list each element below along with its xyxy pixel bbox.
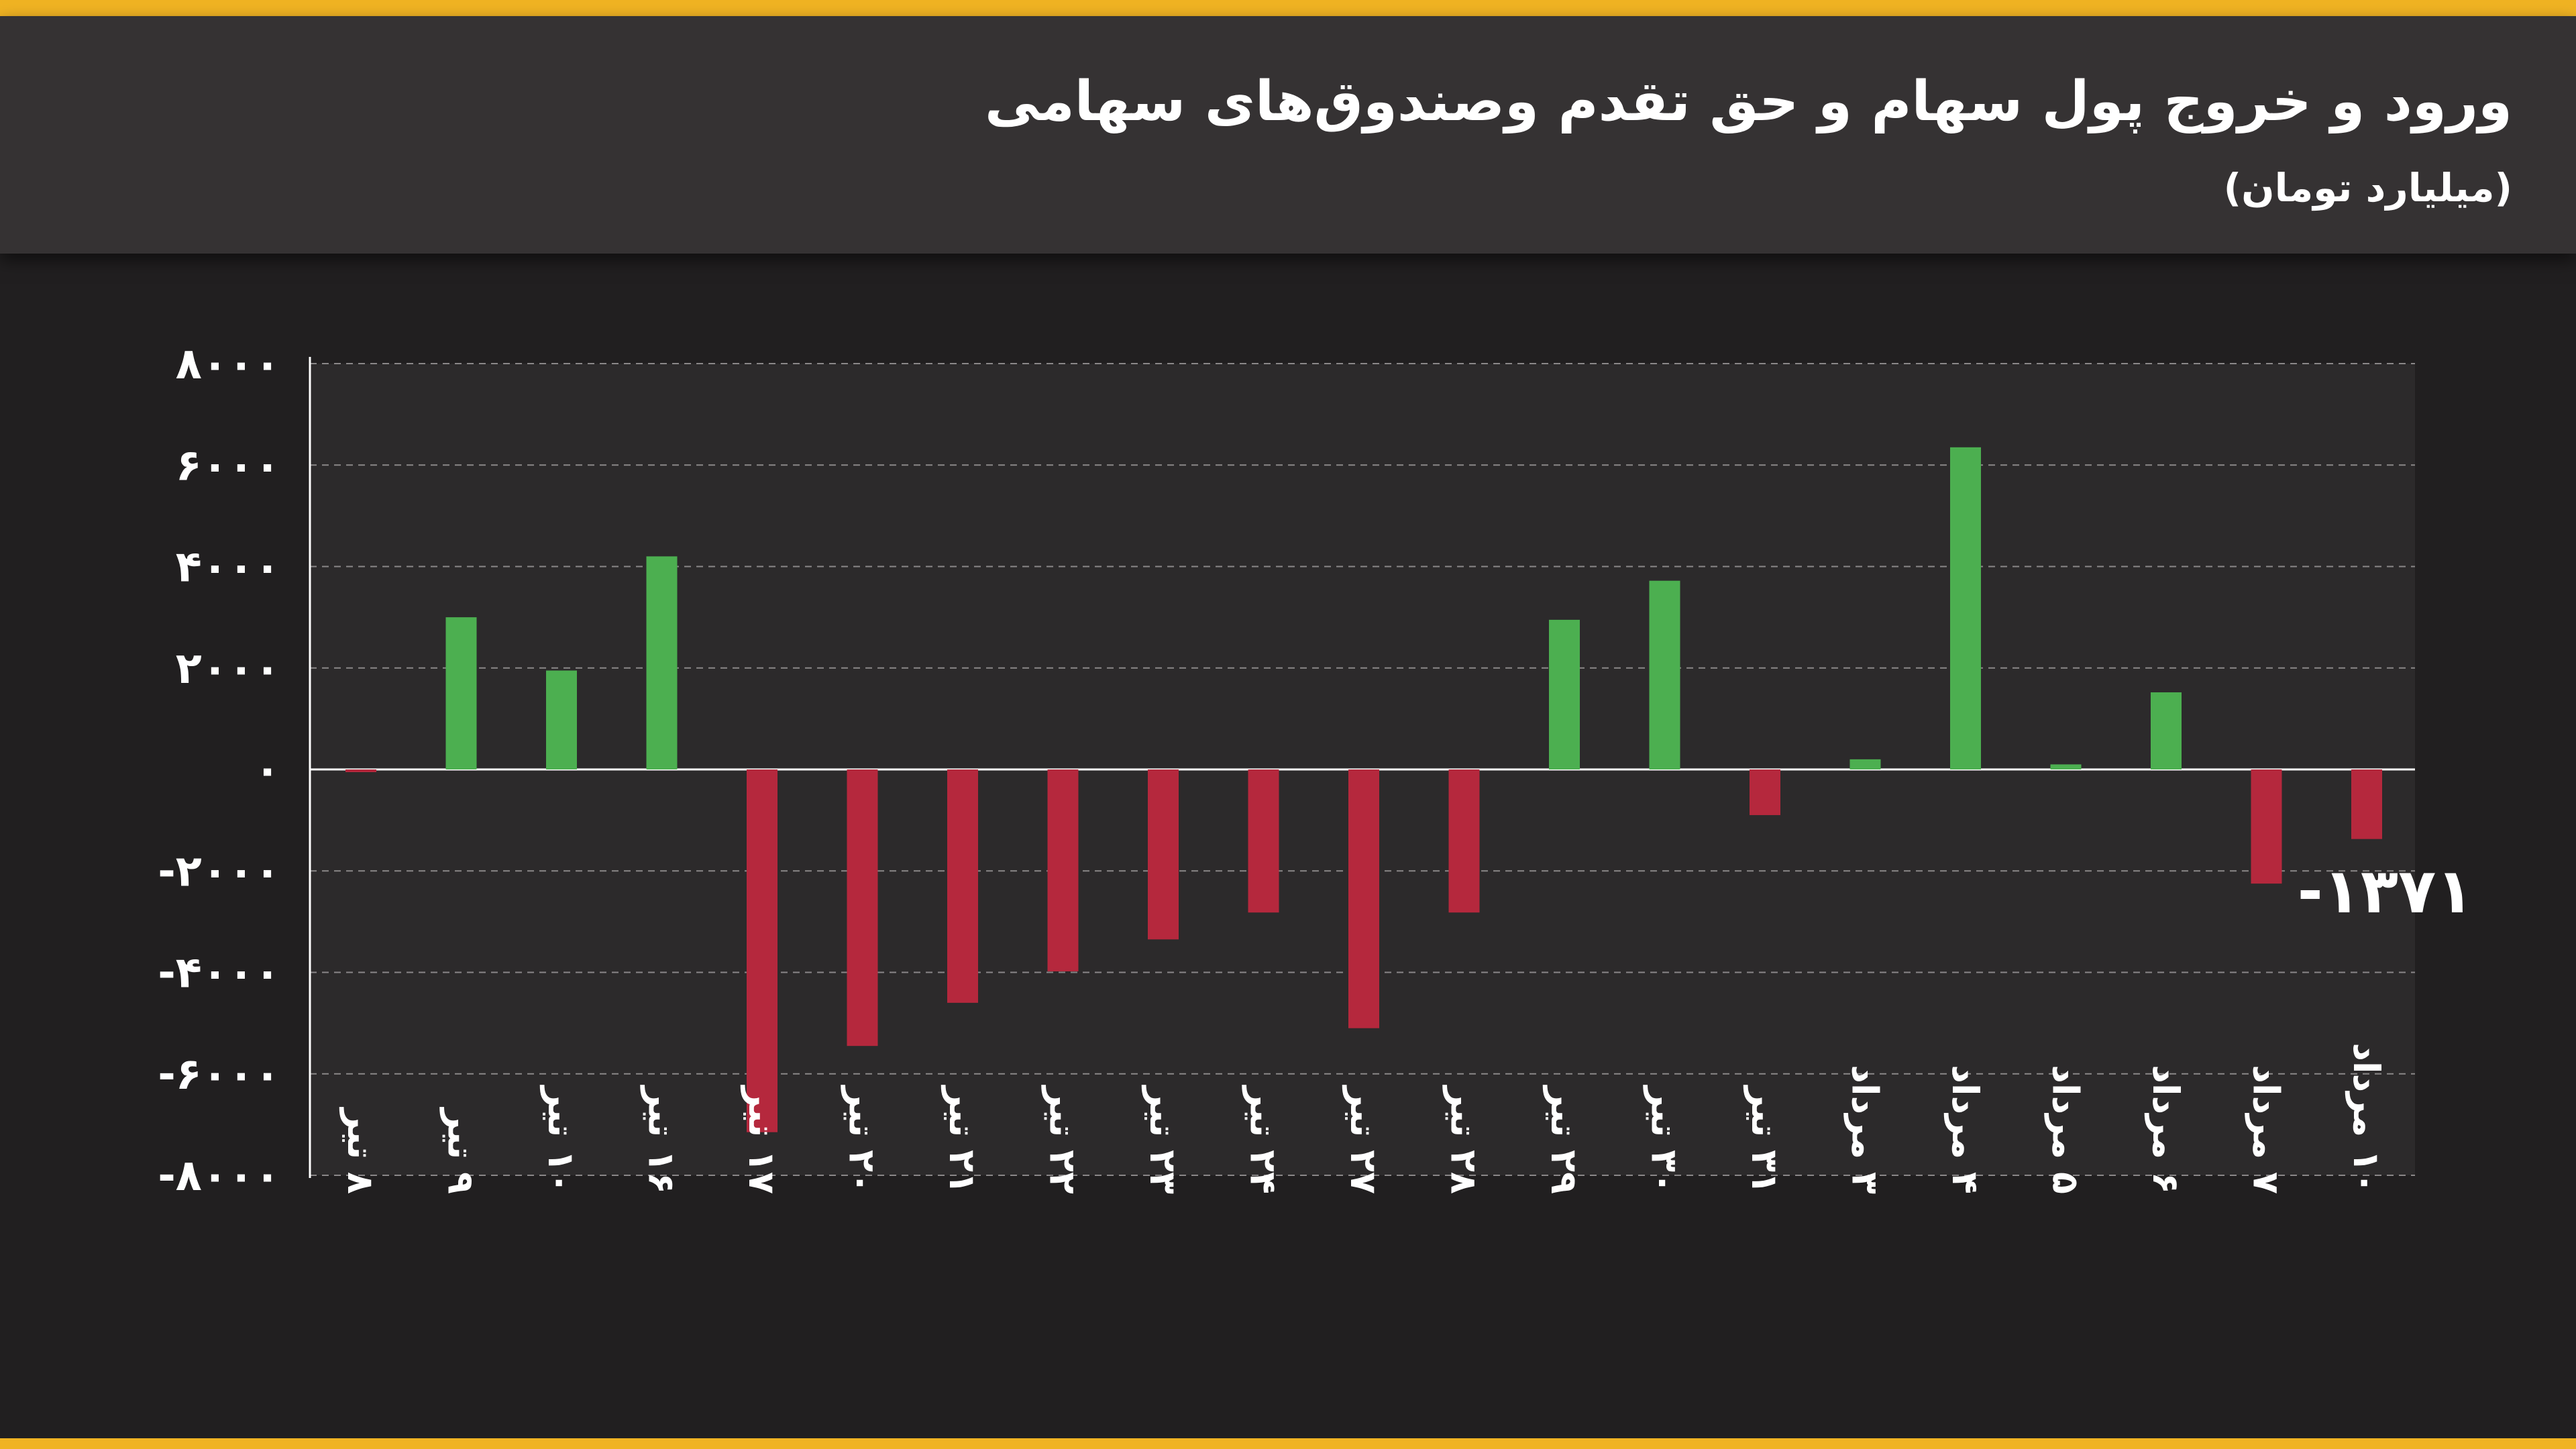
x-tick-label: ۲۳ تیر <box>1142 1084 1184 1194</box>
y-tick-label: -۲۰۰۰ <box>158 847 280 896</box>
y-tick-label: ۰ <box>254 745 280 795</box>
bar <box>1649 580 1680 769</box>
bar <box>1549 619 1580 769</box>
x-tick-label: ۵ مرداد <box>2045 1065 2087 1194</box>
bar <box>1750 769 1780 816</box>
y-tick-label: -۸۰۰۰ <box>158 1151 280 1201</box>
x-tick-label: ۱۰ تیر <box>540 1084 582 1194</box>
y-tick-label: ۶۰۰۰ <box>176 441 280 490</box>
bar <box>345 769 376 772</box>
x-tick-label: ۹ تیر <box>440 1106 482 1194</box>
x-tick-label: ۲۱ تیر <box>941 1084 983 1194</box>
bar <box>1248 769 1279 913</box>
chart-title: ورود و خروج پول سهام و حق تقدم وصندوق‌ها… <box>985 70 2512 133</box>
top-accent-bar <box>0 0 2576 16</box>
x-tick-label: ۲۰ تیر <box>841 1084 883 1194</box>
bar <box>2251 769 2282 884</box>
bar <box>1148 769 1179 940</box>
x-tick-label: ۷ مرداد <box>2245 1065 2288 1194</box>
x-tick-label: ۲۴ تیر <box>1242 1084 1285 1194</box>
bar <box>445 617 477 769</box>
x-tick-label: ۲۷ تیر <box>1342 1084 1385 1194</box>
x-tick-label: ۳۱ تیر <box>1743 1084 1786 1194</box>
x-tick-label: ۴ مرداد <box>1944 1065 1986 1194</box>
bar <box>747 769 777 1132</box>
bar <box>1047 769 1079 971</box>
bar <box>646 556 678 769</box>
x-tick-label: ۳۰ تیر <box>1644 1084 1686 1194</box>
x-tick-label: ۲۹ تیر <box>1543 1084 1585 1194</box>
bar <box>1348 769 1379 1028</box>
x-tick-label: ۱۶ تیر <box>641 1084 683 1194</box>
y-tick-label: ۲۰۰۰ <box>176 644 280 694</box>
bar <box>2351 769 2382 839</box>
chart-subtitle: (میلیارد تومان) <box>2223 165 2512 211</box>
x-tick-label: ۱۷ تیر <box>741 1084 783 1194</box>
bar <box>1849 759 1881 769</box>
y-tick-label: ۸۰۰۰ <box>176 339 280 389</box>
bar <box>546 670 577 769</box>
bar <box>2050 764 2082 769</box>
bar <box>1448 769 1480 913</box>
x-tick-label: ۶ مرداد <box>2145 1065 2187 1194</box>
x-tick-label: ۲۲ تیر <box>1042 1084 1084 1194</box>
y-tick-label: ۴۰۰۰ <box>176 543 280 592</box>
x-tick-label: ۱۰ مرداد <box>2345 1042 2387 1194</box>
data-label: -۱۳۷۱ <box>2298 855 2474 927</box>
bar <box>2151 692 2182 769</box>
bar <box>847 769 878 1046</box>
x-tick-label: ۸ تیر <box>339 1106 382 1194</box>
bar <box>947 769 978 1003</box>
y-tick-label: -۴۰۰۰ <box>158 949 280 998</box>
x-tick-label: ۲۸ تیر <box>1443 1084 1485 1194</box>
x-tick-label: ۳ مرداد <box>1844 1065 1886 1194</box>
bottom-accent-bar <box>0 1438 2576 1449</box>
bar <box>1950 447 1981 769</box>
chart-header: ورود و خروج پول سهام و حق تقدم وصندوق‌ها… <box>0 16 2576 254</box>
y-tick-label: -۶۰۰۰ <box>158 1050 280 1099</box>
